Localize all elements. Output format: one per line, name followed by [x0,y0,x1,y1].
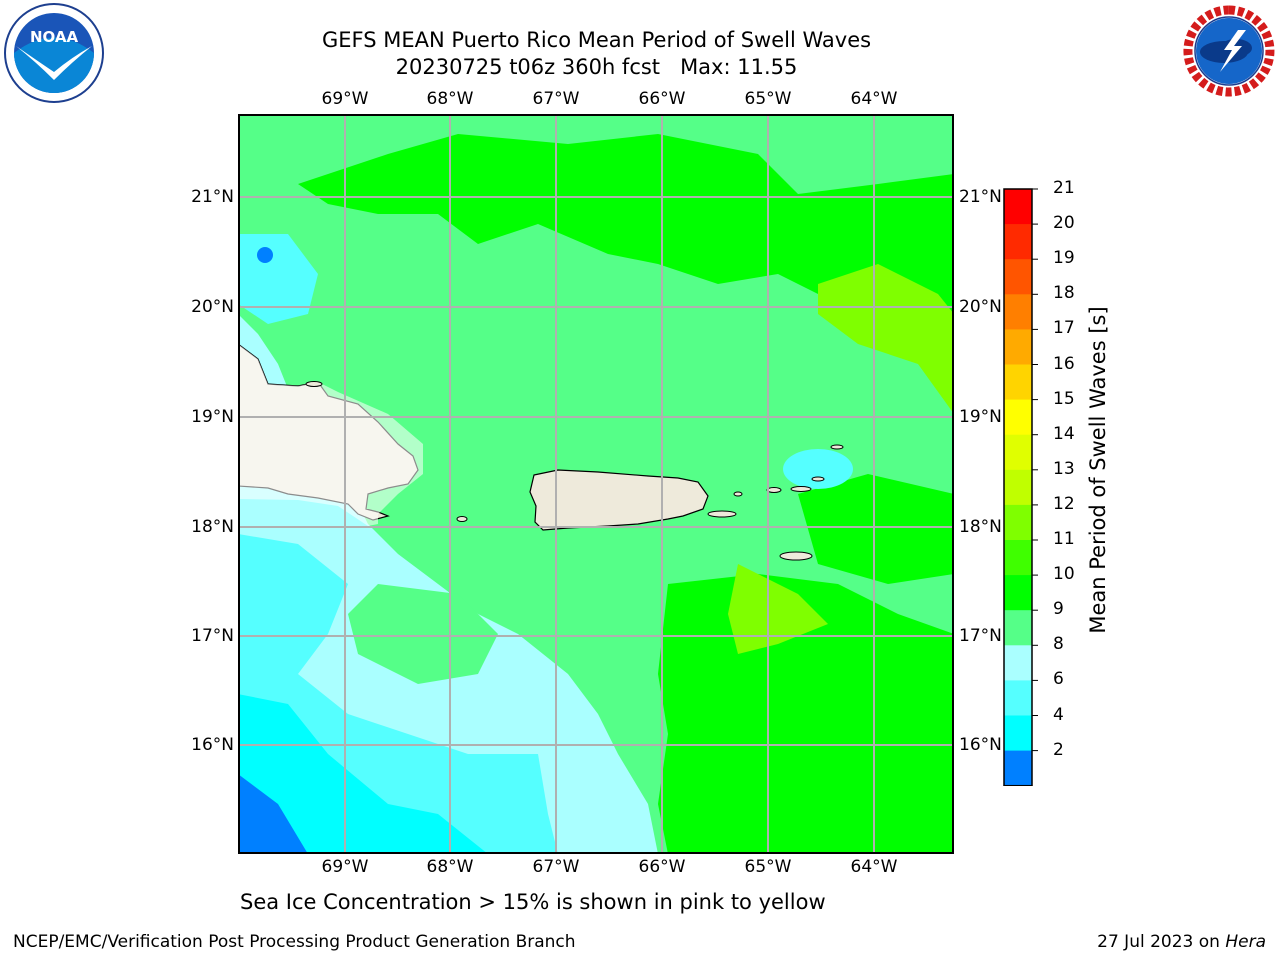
tortuga-island [305,381,323,387]
footer-date-text: 27 Jul 2023 on [1097,932,1226,952]
colorbar-tick-label: 2 [1053,739,1064,760]
contour-4-6 [239,694,487,853]
lat-label-right: 19°N [959,407,1002,427]
puerto-rico-land [529,469,709,531]
colorbar-tick-label: 9 [1053,599,1064,620]
contour-10-11-north [298,134,953,314]
colorbar-tick-label: 14 [1053,423,1075,444]
lon-label-bottom: 65°W [744,857,792,877]
contour-2-4-spot [257,247,273,263]
colorbar-tick-label: 12 [1053,493,1075,514]
graticule [239,115,953,853]
colorbar-swatch [1004,329,1032,365]
colorbar-swatch [1004,259,1032,295]
tortola-island [790,486,812,492]
colorbar-tick-label: 19 [1053,248,1075,269]
lat-label-left: 19°N [191,407,234,427]
lat-label-left: 16°N [191,735,234,755]
lon-label-top: 69°W [321,89,369,109]
colorbar-swatch [1004,575,1032,611]
colorbar-tick-label: 4 [1053,704,1064,725]
noaa-logo: NOAA [2,2,106,108]
lon-label-top: 68°W [426,89,474,109]
lon-label-top: 66°W [638,89,686,109]
colorbar-swatch [1004,645,1032,681]
footer-host: Hera [1225,932,1266,952]
colorbar-tick-label: 8 [1053,634,1064,655]
colorbar-swatches [1003,188,1038,817]
colorbar-swatch [1004,680,1032,716]
lat-label-right: 20°N [959,297,1002,317]
colorbar-tick-label: 16 [1053,353,1075,374]
lat-label-left: 17°N [191,626,234,646]
contour-6-8-vi [783,449,853,489]
sea-ice-note: Sea Ice Concentration > 15% is shown in … [240,890,826,914]
contour-9-10-sw [348,584,498,684]
mona-island [456,516,468,522]
lat-label-left: 18°N [191,517,234,537]
colorbar-swatch [1004,504,1032,541]
colorbar-swatch [1004,540,1032,576]
contour-2-4 [239,774,308,853]
lon-label-bottom: 66°W [638,857,686,877]
vieques-island [707,510,737,518]
contour-11-12-ne [818,264,953,413]
lat-label-right: 21°N [959,187,1002,207]
colorbar-frame [1003,188,1033,787]
lon-label-bottom: 68°W [426,857,474,877]
colorbar-tick-label: 10 [1053,564,1075,585]
colorbar-tick-label: 11 [1053,529,1075,549]
chart-subtitle: 20230725 t06z 360h fcst Max: 11.55 [395,55,798,79]
colorbar-tick-label: 17 [1053,318,1075,339]
nws-logo [1180,2,1278,104]
colorbar-swatch [1004,750,1032,787]
map-frame [238,114,954,854]
lat-label-right: 16°N [959,735,1002,755]
colorbar-tick-label: 20 [1053,213,1075,234]
noaa-logo-icon: NOAA [4,3,104,103]
footer-date: 27 Jul 2023 on Hera [1097,932,1266,952]
colorbar-tick-label: 15 [1053,388,1075,409]
colorbar-swatch [1004,399,1032,436]
lat-label-left: 21°N [191,187,234,207]
colorbar-tick-label: 21 [1053,178,1075,198]
lon-label-top: 64°W [850,89,898,109]
lat-label-right: 17°N [959,626,1002,646]
chart-title: GEFS MEAN Puerto Rico Mean Period of Swe… [321,28,872,52]
colorbar-tick-label: 18 [1053,283,1075,304]
colorbar-swatch [1004,469,1032,506]
colorbar-swatch [1004,610,1032,646]
lat-label-left: 20°N [191,297,234,317]
hispaniola-mask [239,344,423,526]
lon-label-bottom: 67°W [532,857,580,877]
colorbar-title: Mean Period of Swell Waves [s] [1086,306,1110,634]
contour-11-12-se [728,564,828,654]
st-croix-island [779,551,813,561]
colorbar-swatch [1004,189,1032,225]
culebra-island [733,491,743,497]
contour-10-11-east [798,474,953,584]
colorbar-swatch [1004,364,1032,401]
contour-10-11-se [658,574,953,853]
anegada-island [830,444,844,450]
st-thomas-island [766,487,782,493]
colorbar-tick-label: 6 [1053,669,1064,690]
colorbar-tick-label: 13 [1053,458,1075,479]
lon-label-bottom: 69°W [321,857,369,877]
colorbar-swatch [1004,294,1032,330]
colorbar-swatch [1004,434,1032,471]
lon-label-top: 67°W [532,89,580,109]
footer-branch: NCEP/EMC/Verification Post Processing Pr… [13,932,576,952]
colorbar-swatch [1004,715,1032,752]
colorbar [1000,186,1040,817]
swell-period-map [238,114,954,858]
colorbar-swatch [1004,224,1032,260]
lon-label-top: 65°W [744,89,792,109]
lon-label-bottom: 64°W [850,857,898,877]
lat-label-right: 18°N [959,517,1002,537]
nws-logo-icon [1182,4,1276,98]
noaa-logo-text: NOAA [30,28,79,46]
virgin-gorda-island [811,476,825,482]
